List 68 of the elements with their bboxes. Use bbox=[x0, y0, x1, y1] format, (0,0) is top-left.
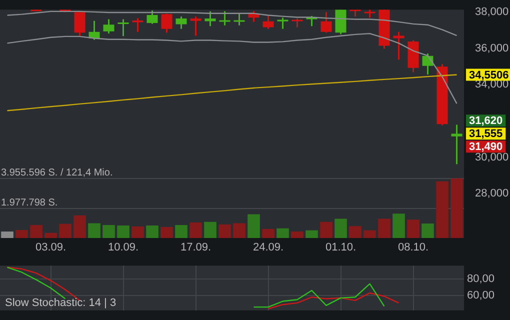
x-tick-label: 10.09. bbox=[108, 242, 139, 254]
bar bbox=[102, 225, 115, 238]
bar bbox=[1, 232, 14, 238]
bar bbox=[88, 223, 100, 238]
bar bbox=[436, 181, 448, 238]
bar bbox=[450, 178, 463, 238]
candlestick bbox=[219, 10, 230, 26]
candlestick bbox=[190, 16, 202, 36]
candlestick bbox=[262, 15, 274, 30]
candlestick bbox=[204, 10, 216, 27]
x-tick-label: 24.09. bbox=[252, 242, 284, 254]
y-tick-label: 60,00 bbox=[467, 290, 495, 302]
y-tick-label: 30,000 bbox=[475, 151, 509, 164]
bar bbox=[291, 232, 304, 238]
bar bbox=[59, 224, 72, 238]
bar bbox=[349, 226, 362, 238]
y-tick-label: 38,000 bbox=[475, 6, 509, 18]
text: 31,555 bbox=[469, 128, 503, 140]
candlestick bbox=[74, 10, 86, 36]
text: 34,5506 bbox=[469, 69, 509, 82]
bar bbox=[233, 223, 246, 238]
candlestick bbox=[234, 12, 245, 26]
bar bbox=[407, 220, 420, 238]
bar bbox=[30, 225, 42, 238]
bar bbox=[422, 224, 434, 238]
candlestick bbox=[146, 10, 158, 25]
x-tick-label: 01.10. bbox=[325, 242, 356, 254]
bar bbox=[160, 227, 173, 238]
candlestick bbox=[176, 16, 187, 30]
candlestick bbox=[161, 12, 172, 34]
bar bbox=[334, 218, 347, 238]
bar bbox=[276, 228, 289, 238]
text: 31,620 bbox=[469, 115, 503, 128]
y-tick-label: 28,000 bbox=[475, 188, 509, 200]
bar bbox=[16, 230, 28, 238]
candlestick bbox=[118, 18, 129, 37]
candlestick bbox=[103, 18, 114, 34]
text: 31,490 bbox=[469, 141, 503, 154]
bar bbox=[364, 230, 376, 238]
y-tick-label: 80,00 bbox=[467, 272, 495, 285]
bar bbox=[248, 214, 260, 238]
candlestick bbox=[422, 52, 434, 76]
ref-line-label: 1.977.798 S. bbox=[1, 197, 58, 208]
bar bbox=[204, 222, 216, 238]
bar bbox=[74, 215, 86, 238]
text: Slow Stochastic: 14 | 3 bbox=[5, 296, 116, 309]
bar bbox=[262, 228, 274, 238]
candlestick bbox=[132, 17, 144, 33]
bar bbox=[306, 230, 318, 238]
bar bbox=[146, 225, 158, 238]
candlestick bbox=[277, 16, 288, 30]
bar bbox=[190, 222, 202, 238]
bar bbox=[44, 232, 57, 238]
bar bbox=[132, 226, 144, 238]
candlestick bbox=[320, 11, 332, 34]
y-tick-label: 36,000 bbox=[475, 42, 509, 54]
x-tick-label: 03.09. bbox=[35, 242, 66, 254]
x-tick-label: 17.09. bbox=[180, 242, 212, 254]
bar bbox=[392, 214, 405, 238]
bar bbox=[218, 224, 231, 238]
bar bbox=[320, 222, 332, 238]
candlestick bbox=[393, 31, 404, 60]
x-tick-label: 08.10. bbox=[398, 242, 429, 254]
ref-line-label: 3.955.596 S. / 121,4 Mio. bbox=[1, 167, 113, 178]
bar bbox=[378, 218, 390, 238]
bar bbox=[175, 225, 188, 238]
bar bbox=[117, 225, 130, 238]
candlestick bbox=[451, 124, 462, 165]
